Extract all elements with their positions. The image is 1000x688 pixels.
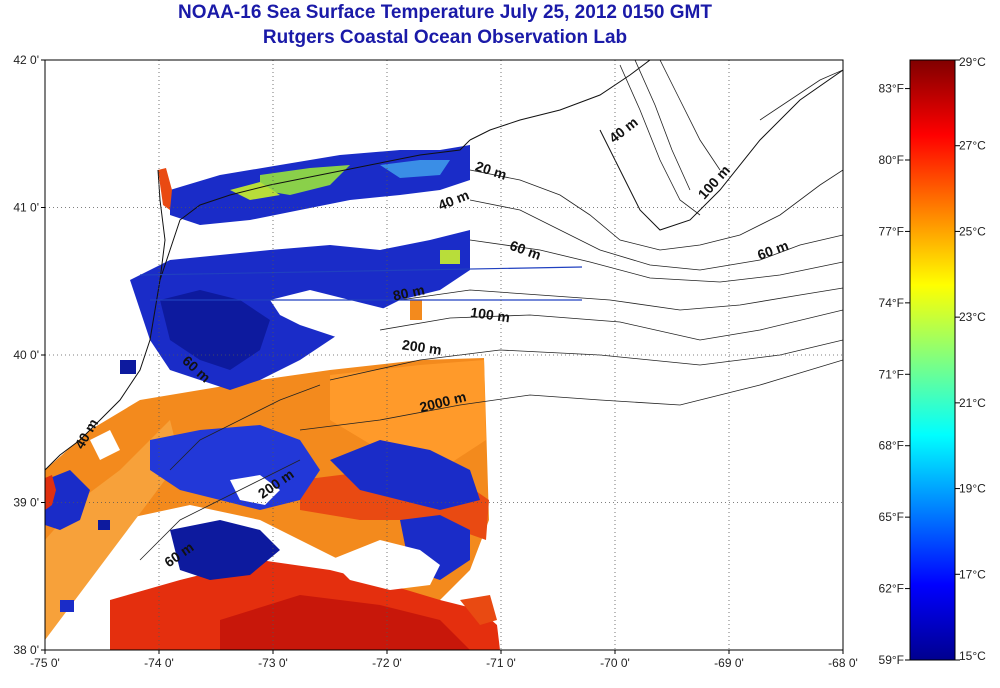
map-title: NOAA-16 Sea Surface Temperature July 25,… [177,2,712,23]
axis-labels: 42 0' 41 0' 40 0' 39 0' 38 0'-75 0' -74 0' -73… [13,53,857,670]
lon-tick-label: -68 0' [828,656,858,670]
celsius-label: 19°C [959,482,986,496]
fahrenheit-label: 62°F [879,582,904,596]
celsius-label: 27°C [959,139,986,153]
lat-tick-label: 42 0' [13,53,39,67]
fahrenheit-label: 74°F [879,296,904,310]
lon-tick-label: -74 0' [144,656,174,670]
fahrenheit-label: 77°F [879,224,904,238]
bathymetry-contours [139,60,843,561]
lat-tick-label: 38 0' [13,643,39,657]
fahrenheit-label: 65°F [879,510,904,524]
celsius-label: 23°C [959,310,986,324]
lat-tick-label: 39 0' [13,496,39,510]
contour-depth-label: 200 m [401,336,443,357]
map-subtitle: Rutgers Coastal Ocean Observation Lab [262,27,628,48]
fahrenheit-label: 68°F [879,439,904,453]
lon-tick-label: -71 0' [486,656,516,670]
celsius-label: 25°C [959,224,986,238]
lon-tick-label: -75 0' [30,656,60,670]
coastline [45,60,843,471]
fahrenheit-label: 71°F [879,367,904,381]
fahrenheit-label: 83°F [879,82,904,96]
contour-depth-label: 80 m [391,281,426,303]
celsius-label: 29°C [959,55,986,69]
lon-tick-label: -72 0' [372,656,402,670]
celsius-label: 15°C [959,649,986,663]
celsius-label: 21°C [959,396,986,410]
colorbar [909,59,956,661]
lat-tick-label: 41 0' [13,201,39,215]
lon-tick-label: -70 0' [600,656,630,670]
fahrenheit-label: 59°F [879,653,904,667]
track-lines [139,266,583,301]
lat-tick-label: 40 0' [13,348,39,362]
lon-tick-label: -69 0' [714,656,744,670]
lon-tick-label: -73 0' [258,656,288,670]
contour-depth-label: 100 m [470,304,512,325]
fahrenheit-label: 80°F [879,153,904,167]
graticule [45,60,843,650]
colorbar-labels: 29°C 27°C 25°C 23°C 21°C 19°C 17°C 15°C 83°F 80°F… [879,55,987,667]
sst-field [45,145,500,650]
celsius-label: 17°C [959,567,986,581]
